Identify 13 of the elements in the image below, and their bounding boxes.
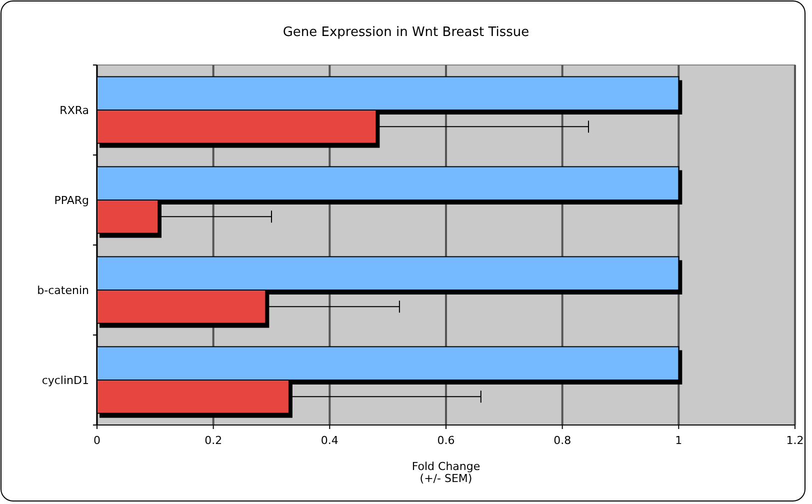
y-tick-label: PPARg: [54, 194, 89, 207]
y-tick-label: b-catenin: [37, 284, 90, 297]
x-tick-label: 1: [675, 434, 682, 447]
x-axis-title: Fold Change (+/- SEM): [412, 460, 480, 485]
x-tick-label: 0.2: [204, 434, 222, 447]
x-tick-label: 0.8: [554, 434, 572, 447]
x-tick-label: 0.4: [320, 434, 338, 447]
y-tick-label: cyclinD1: [42, 374, 89, 387]
x-tick-label: 0: [94, 434, 100, 447]
x-tick-label: 1.2: [786, 434, 804, 447]
y-tick-label: RXRa: [60, 104, 89, 117]
chart-title: Gene Expression in Wnt Breast Tissue: [282, 25, 530, 40]
x-tick-label: 0.6: [437, 434, 455, 447]
